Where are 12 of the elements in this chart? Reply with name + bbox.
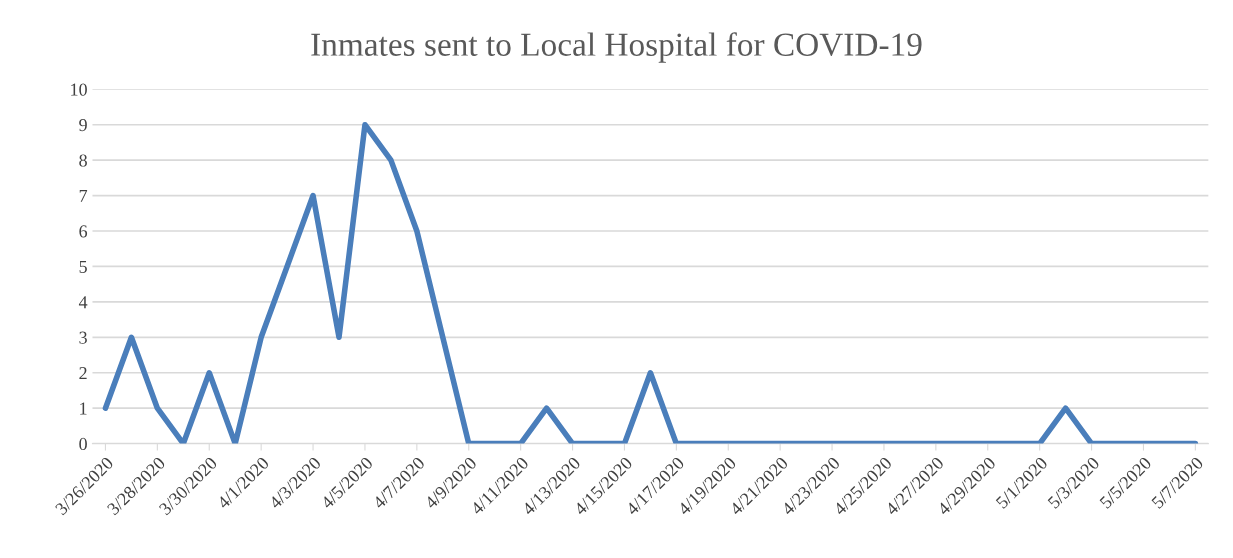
y-tick-label: 9 bbox=[79, 119, 87, 132]
chart-title: Inmates sent to Local Hospital for COVID-19 bbox=[311, 32, 922, 63]
y-tick-label: 3 bbox=[79, 331, 87, 344]
y-tick-label: 1 bbox=[80, 402, 87, 415]
y-tick-label: 4 bbox=[78, 296, 88, 309]
y-tick-label: 2 bbox=[79, 367, 87, 380]
y-tick-label: 7 bbox=[79, 190, 88, 202]
y-tick-label: 5 bbox=[79, 260, 87, 273]
y-tick-label: 0 bbox=[79, 437, 87, 451]
y-tick-label: 8 bbox=[79, 154, 87, 167]
y-tick-label: 6 bbox=[79, 225, 88, 238]
y-tick-label: 10 bbox=[71, 83, 87, 96]
